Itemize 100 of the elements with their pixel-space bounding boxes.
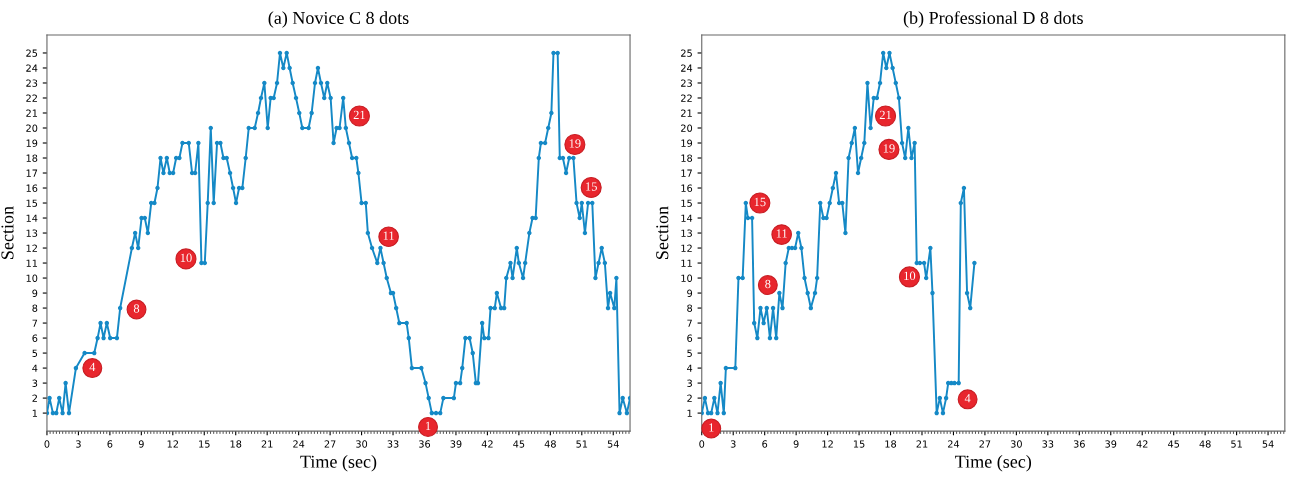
y-tick-label: 7	[32, 319, 38, 327]
annotation: 21	[879, 110, 892, 119]
x-tick-label: 18	[230, 440, 242, 448]
annotation: 11	[383, 231, 394, 240]
y-tick-label: 16	[681, 184, 693, 192]
y-tick-label: 2	[687, 394, 692, 402]
y-tick-label: 11	[26, 259, 38, 267]
x-tick-label: 45	[513, 440, 525, 448]
y-tick-label: 23	[681, 79, 692, 87]
x-tick-label: 15	[199, 440, 210, 448]
x-tick-label: 24	[947, 440, 960, 448]
chart-title: (b) Professional D 8 dots	[903, 11, 1083, 28]
y-tick-label: 9	[687, 289, 693, 297]
annotation: 15	[586, 182, 597, 191]
y-tick-label: 7	[687, 319, 692, 327]
y-tick-label: 13	[681, 229, 692, 237]
y-tick-label: 17	[26, 169, 38, 177]
y-tick-label: 21	[26, 109, 38, 117]
annotation: 8	[133, 304, 140, 313]
y-tick-label: 10	[681, 274, 693, 282]
x-tick-label: 33	[1042, 440, 1054, 448]
x-tick-label: 42	[1136, 440, 1148, 448]
x-axis-title: Time (sec)	[955, 455, 1032, 472]
x-tick-label: 45	[1167, 440, 1180, 448]
x-tick-label: 51	[576, 440, 588, 448]
x-tick-label: 21	[261, 440, 273, 448]
x-tick-label: 30	[1010, 440, 1022, 448]
x-tick-label: 24	[293, 440, 305, 448]
y-tick-label: 25	[26, 49, 38, 57]
y-tick-label: 15	[681, 199, 692, 207]
y-tick-label: 14	[26, 214, 38, 222]
y-tick-label: 25	[681, 49, 692, 57]
x-tick-label: 9	[138, 440, 144, 448]
x-tick-label: 48	[544, 440, 556, 448]
annotation: 1	[426, 421, 431, 430]
x-tick-label: 27	[979, 440, 991, 448]
y-tick-label: 24	[681, 64, 693, 72]
y-axis-title: Section	[656, 206, 669, 259]
x-tick-label: 3	[76, 440, 81, 448]
y-tick-label: 4	[687, 364, 693, 372]
x-tick-label: 33	[387, 440, 399, 448]
y-tick-label: 5	[687, 349, 692, 357]
x-tick-label: 36	[419, 440, 431, 448]
y-tick-label: 3	[32, 379, 38, 387]
chart-title: (a) Novice C 8 dots	[268, 11, 409, 28]
x-tick-label: 54	[1262, 440, 1274, 448]
annotation: 19	[569, 139, 581, 148]
x-tick-label: 12	[822, 440, 833, 448]
y-tick-label: 5	[32, 349, 38, 357]
y-tick-label: 20	[681, 124, 693, 132]
y-tick-label: 3	[687, 379, 692, 387]
x-tick-label: 42	[481, 440, 493, 448]
x-tick-label: 0	[44, 440, 50, 448]
y-tick-label: 13	[26, 229, 38, 237]
x-axis-title: Time (sec)	[300, 455, 377, 472]
annotation: 4	[89, 362, 96, 372]
y-tick-label: 20	[26, 124, 38, 132]
y-tick-label: 10	[26, 274, 38, 282]
y-tick-label: 12	[681, 244, 692, 252]
y-tick-label: 24	[26, 64, 38, 72]
y-tick-label: 15	[26, 199, 38, 207]
y-tick-label: 14	[681, 214, 693, 222]
x-tick-label: 39	[450, 440, 462, 448]
x-tick-label: 6	[762, 440, 768, 448]
annotation: 1	[709, 423, 714, 432]
x-tick-label: 6	[107, 440, 113, 448]
y-tick-label: 22	[26, 94, 37, 102]
annotation: 10	[904, 271, 916, 281]
x-tick-label: 48	[1199, 440, 1211, 448]
annotation: 19	[883, 144, 895, 153]
y-axis-title: Section	[1, 206, 14, 259]
x-tick-label: 18	[885, 440, 897, 448]
y-tick-label: 9	[32, 289, 38, 297]
annotation: 4	[964, 394, 971, 403]
x-tick-label: 0	[699, 440, 705, 448]
x-tick-label: 15	[853, 440, 865, 448]
y-tick-label: 21	[681, 109, 692, 117]
x-tick-label: 3	[730, 440, 736, 448]
x-tick-label: 12	[167, 440, 179, 448]
y-tick-label: 12	[26, 244, 37, 252]
y-tick-label: 22	[681, 94, 692, 102]
y-tick-label: 23	[26, 79, 38, 87]
y-tick-label: 18	[26, 154, 38, 162]
y-tick-label: 19	[681, 139, 693, 147]
y-tick-label: 6	[687, 334, 693, 342]
x-tick-label: 51	[1231, 440, 1242, 448]
x-tick-label: 39	[1105, 440, 1117, 448]
annotation: 11	[776, 229, 787, 238]
y-tick-label: 8	[32, 304, 38, 312]
annotation: 10	[180, 253, 192, 263]
y-tick-label: 8	[687, 304, 693, 312]
y-tick-label: 6	[32, 334, 38, 342]
annotation: 15	[754, 197, 766, 207]
y-tick-label: 11	[681, 259, 692, 267]
x-tick-label: 9	[793, 440, 799, 448]
y-tick-label: 2	[32, 394, 37, 402]
x-tick-label: 36	[1073, 440, 1085, 448]
y-tick-label: 16	[26, 184, 38, 192]
y-tick-label: 17	[681, 169, 692, 177]
y-tick-label: 4	[32, 364, 38, 372]
